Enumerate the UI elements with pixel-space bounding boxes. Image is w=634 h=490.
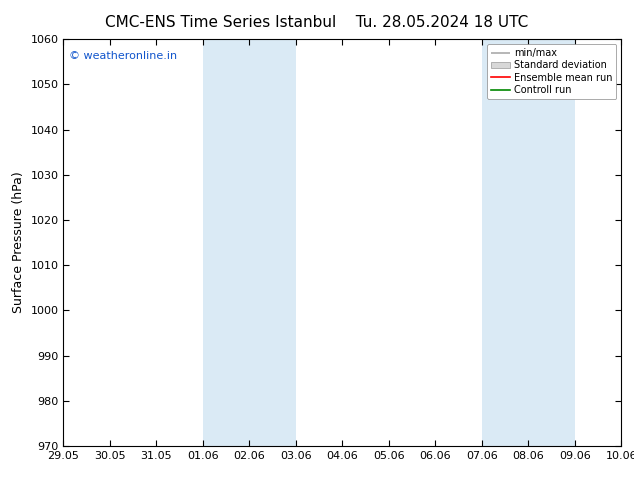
Text: © weatheronline.in: © weatheronline.in <box>69 51 177 61</box>
Text: CMC-ENS Time Series Istanbul    Tu. 28.05.2024 18 UTC: CMC-ENS Time Series Istanbul Tu. 28.05.2… <box>105 15 529 30</box>
Bar <box>203 39 296 446</box>
Bar <box>482 39 575 446</box>
Y-axis label: Surface Pressure (hPa): Surface Pressure (hPa) <box>12 172 25 314</box>
Legend: min/max, Standard deviation, Ensemble mean run, Controll run: min/max, Standard deviation, Ensemble me… <box>487 44 616 99</box>
